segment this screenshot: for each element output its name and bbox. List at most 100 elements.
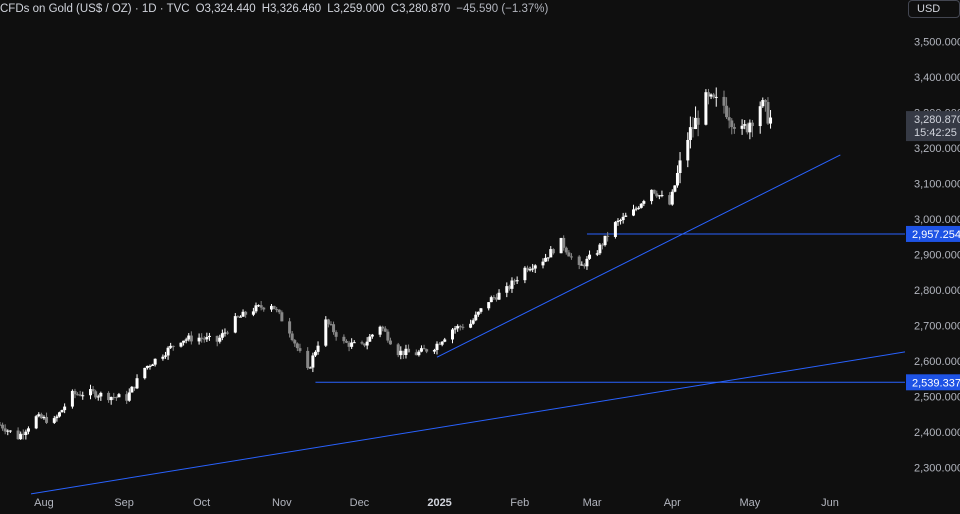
candle-body [763,100,767,103]
candle-body [492,297,496,299]
candle-body [417,351,421,356]
time-tick-label: Feb [510,497,529,509]
candle-body [39,414,43,419]
candle-body [112,396,116,398]
candle-body [567,252,571,257]
price-tick-label: 2,300.000 [914,462,960,474]
candle-body [706,92,710,97]
candle-body [745,124,749,133]
last-price-label: 3,280.870 [914,114,960,126]
candle-body [613,222,617,237]
candle-body [91,389,95,392]
candle-body [401,350,405,355]
candle-body [730,120,734,128]
candle-body [523,267,527,281]
low-value: 3,259.000 [333,3,385,15]
candle-body [582,264,586,267]
countdown-label: 15:42:25 [914,127,957,139]
candle-body [63,406,67,411]
candle-body [758,106,762,127]
candle-body [37,414,41,417]
candle-body [761,100,765,107]
candle-body [673,185,677,192]
candle-body [559,237,563,254]
candle-body [386,331,390,341]
candle-body [525,267,529,271]
candle-body [577,256,581,265]
candle-body [295,343,299,349]
candle-body [360,342,364,344]
time-axis[interactable]: Aug Sep Oct Nov Dec 2025 Feb Mar Apr May Jun [34,497,839,509]
candle-body [81,395,85,397]
time-tick-label: Aug [34,497,54,509]
candle-body [350,342,354,347]
candle-body [510,280,514,289]
trendlines [30,154,906,495]
candle-body [383,328,387,332]
price-axis[interactable]: 2,300.000 2,400.000 2,500.000 2,600.000 2,70… [914,36,960,474]
candle-body [476,311,480,315]
candle-body [471,320,475,324]
candle-body [425,349,429,352]
price-tick-label: 3,200.000 [914,143,960,155]
candle-body [435,343,439,351]
candle-body [585,258,589,267]
candle-body [94,391,98,398]
candle-body [569,256,573,258]
candle-body [370,334,374,337]
candle-body [272,305,276,310]
candle-body [161,356,165,359]
candle-body [16,430,20,440]
candle-body [440,341,444,345]
candle-body [6,430,10,432]
candle-body [487,302,491,309]
candle-body [505,286,509,293]
candle-body [766,102,770,124]
candle-body [184,339,188,341]
candle-body [143,367,147,379]
candle-body [347,342,351,347]
candle-body [151,364,155,366]
price-tick-label: 2,900.000 [914,249,960,261]
time-tick-label: 2025 [427,497,451,509]
candle-body [290,333,294,341]
candle-body [458,325,462,327]
candle-body [130,386,134,393]
candle-body [215,335,219,342]
candle-body [404,348,408,355]
candle-body [207,335,211,337]
candle-body [60,410,64,413]
candle-body [443,339,447,342]
candle-body [163,355,167,357]
candle-body [668,195,672,205]
candle-body [422,348,426,350]
candle-body [489,297,493,303]
candle-body [438,343,442,345]
candle-body [96,396,100,398]
candle-body [544,257,548,262]
candle-body [187,335,191,340]
candle-body [365,341,369,346]
candle-body [76,394,80,396]
candle-body [99,392,103,397]
candle-body [769,117,773,124]
candle-body [551,249,555,254]
time-tick-label: Dec [350,497,370,509]
candle-body [588,254,592,259]
candle-body [275,309,279,311]
trendline [436,154,841,358]
candle-body [280,312,284,322]
candle-body [451,329,454,340]
candle-body [8,430,12,432]
close-value: 3,280.870 [399,3,451,15]
price-tick-label: 2,800.000 [914,285,960,297]
candle-body [709,94,713,97]
candle-body [388,340,392,345]
candle-body [600,244,604,246]
candle-body [363,343,367,346]
candle-body [135,378,139,389]
candle-body [619,220,623,222]
candle-body [298,348,302,351]
candle-body [743,124,747,126]
